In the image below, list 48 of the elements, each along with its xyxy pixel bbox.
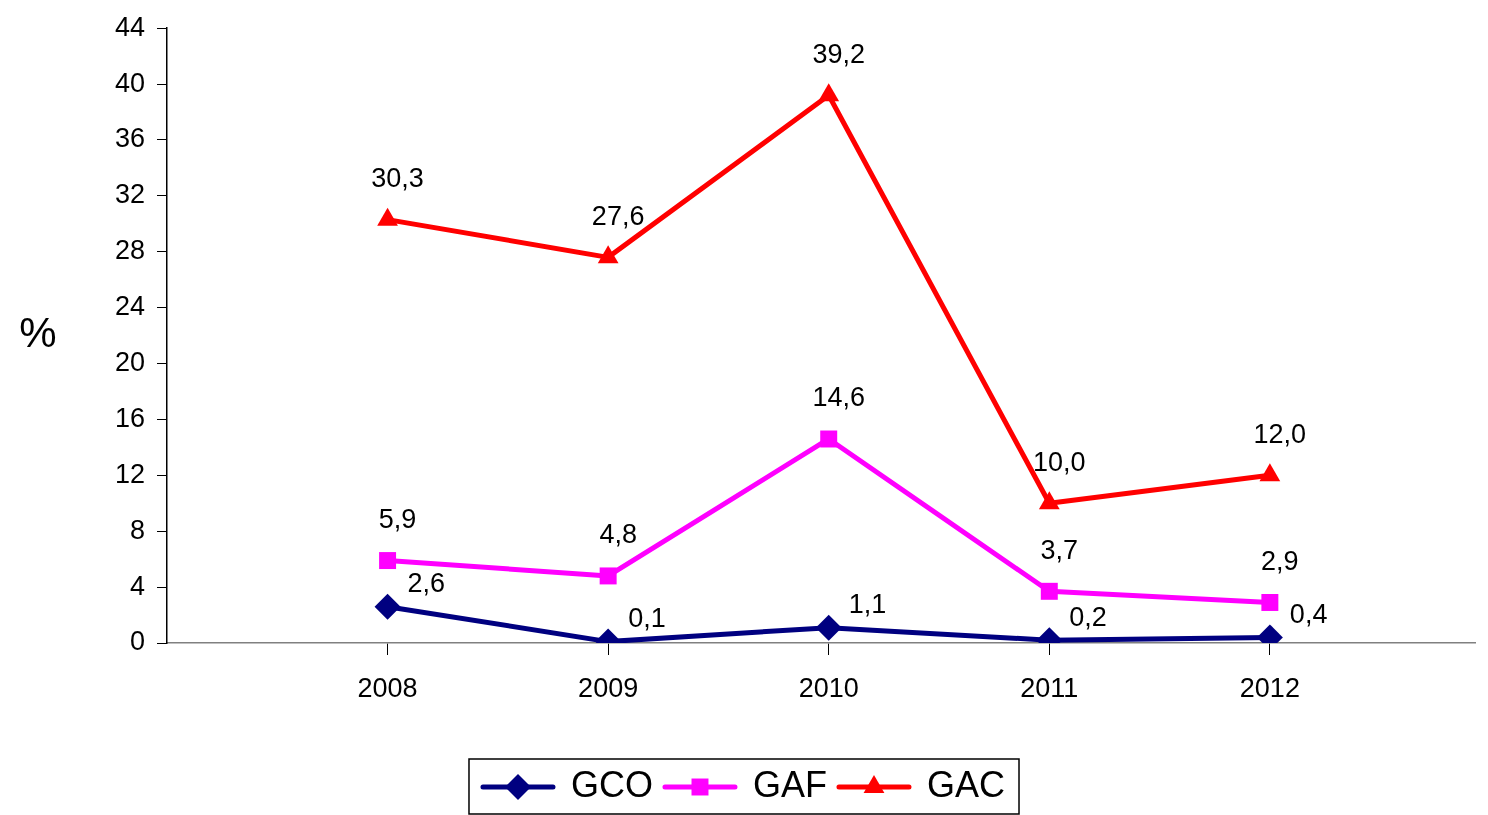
data-label: 10,0 (1033, 446, 1086, 477)
point (374, 593, 401, 620)
data-label: 30,3 (371, 163, 424, 194)
y-tick-label: 20 (114, 347, 145, 377)
point (818, 83, 840, 102)
y-tick-label: 8 (129, 514, 145, 545)
data-label: 2,6 (407, 568, 446, 599)
data-label: 1,1 (848, 589, 887, 620)
x-tick-label: 2012 (1239, 672, 1300, 703)
y-tick-label: 44 (114, 11, 145, 42)
x-tick-label: 2008 (357, 672, 418, 703)
point (379, 552, 397, 570)
point (1261, 593, 1279, 611)
point (599, 567, 617, 585)
point (377, 207, 398, 226)
point (820, 430, 838, 448)
x-tick-label: 2009 (578, 672, 639, 703)
data-label: 3,7 (1040, 534, 1079, 565)
point (815, 614, 842, 641)
data-label: 0,1 (628, 603, 666, 634)
point (1259, 463, 1281, 482)
y-tick-label: 24 (114, 291, 145, 322)
point (1040, 582, 1058, 600)
y-tick-label: 4 (129, 570, 145, 601)
legend-label: GAF (752, 763, 828, 805)
data-label: 2,9 (1261, 545, 1299, 576)
x-tick-label: 2011 (1020, 672, 1079, 703)
data-label: 39,2 (812, 38, 865, 69)
data-label: 14,6 (812, 382, 865, 413)
y-axis-title: % (19, 309, 57, 357)
y-tick-label: 28 (114, 235, 145, 266)
data-label: 0,2 (1069, 601, 1107, 632)
y-tick-label: 32 (114, 179, 145, 210)
y-tick-label: 12 (114, 458, 145, 489)
y-tick-label: 0 (129, 626, 145, 657)
y-tick-label: 36 (114, 123, 145, 154)
data-label: 0,4 (1289, 598, 1328, 629)
data-label: 4,8 (599, 519, 637, 550)
data-label: 5,9 (378, 504, 417, 535)
x-tick-label: 2010 (798, 672, 859, 703)
y-tick-label: 16 (114, 402, 145, 433)
data-label: 27,6 (591, 200, 645, 231)
legend-label: GAC (927, 763, 1006, 805)
data-label: 12,0 (1253, 418, 1307, 449)
point (597, 245, 619, 264)
y-tick-label: 40 (114, 67, 145, 98)
point (1038, 491, 1060, 510)
legend-label: GCO (570, 763, 654, 805)
